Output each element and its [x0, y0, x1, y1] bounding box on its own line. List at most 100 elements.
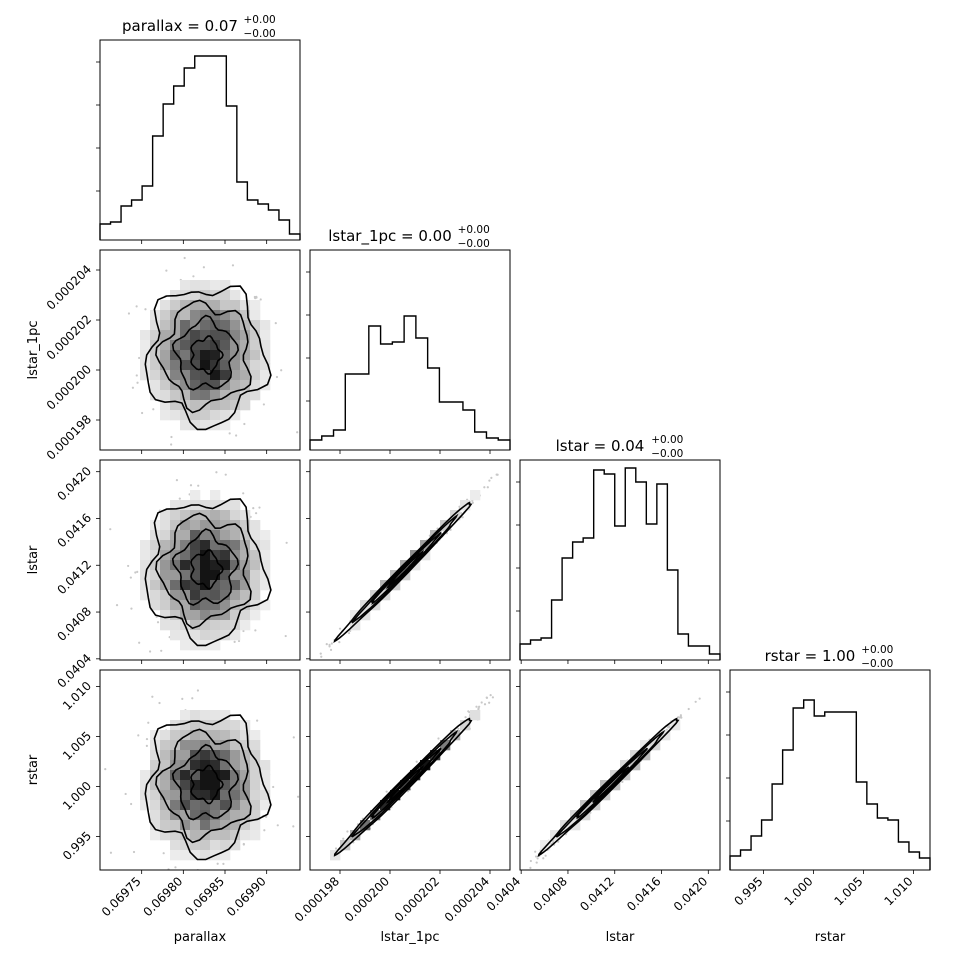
density-cell: [200, 320, 211, 331]
sample-point: [292, 736, 295, 739]
density-cell: [150, 540, 161, 551]
sample-point: [437, 737, 440, 740]
x-tick-label: 1.000: [781, 874, 815, 908]
density-cell: [220, 400, 231, 411]
density-cell: [230, 390, 241, 401]
density-cell: [220, 730, 231, 741]
density-cell: [220, 800, 231, 811]
density-cell: [200, 280, 211, 291]
density-cell: [170, 510, 181, 521]
density-cell: [240, 720, 251, 731]
density-cell: [160, 820, 171, 831]
density-cell: [150, 600, 161, 611]
density-cell: [180, 750, 191, 761]
x-tick-label: 1.005: [831, 874, 865, 908]
density-cell: [240, 570, 251, 581]
contour-line: [171, 743, 240, 821]
density-cell: [190, 540, 201, 551]
sample-point: [135, 374, 138, 377]
sample-point: [197, 484, 200, 487]
contour-line: [155, 728, 252, 844]
density-cell: [180, 290, 191, 301]
axes-frame: [309, 669, 511, 871]
density-cell: [240, 730, 251, 741]
density-cell: [190, 300, 201, 311]
sample-point: [342, 837, 345, 840]
sample-point: [224, 473, 227, 476]
sample-point: [483, 486, 486, 489]
sample-point: [178, 497, 181, 500]
density-cell: [200, 340, 211, 351]
density-cell: [240, 400, 251, 411]
density-cell: [160, 400, 171, 411]
density-cell: [160, 330, 171, 341]
sample-point: [287, 895, 289, 897]
sample-point: [329, 648, 333, 651]
density-cell: [180, 800, 191, 811]
density-cell: [190, 330, 201, 341]
density-cell: [260, 770, 271, 781]
density-cell: [170, 730, 181, 741]
density-cell: [250, 820, 261, 831]
density-cell: [210, 410, 221, 421]
density-cell: [150, 330, 161, 341]
sample-point: [215, 471, 218, 474]
density-cell: [190, 830, 201, 841]
density-cell: [230, 810, 241, 821]
density-cell: [200, 520, 211, 531]
density-cell: [240, 310, 251, 321]
density-cell: [200, 380, 211, 391]
sample-point: [534, 850, 537, 853]
density-cell: [210, 830, 221, 841]
density-cell: [210, 400, 221, 411]
density-cell: [180, 600, 191, 611]
density-cell: [250, 760, 261, 771]
density-cell: [260, 360, 271, 371]
density-cell: [180, 820, 191, 831]
sample-point: [191, 697, 194, 700]
sample-point: [319, 652, 322, 655]
density-cell: [240, 820, 251, 831]
density-cell: [180, 630, 191, 641]
density-cell: [210, 370, 221, 381]
sample-point: [320, 655, 323, 658]
density-cell: [150, 530, 161, 541]
sample-point: [461, 516, 464, 519]
density-cell: [190, 490, 201, 501]
density-cell: [250, 390, 261, 401]
sample-point: [187, 886, 189, 888]
density-cell: [240, 610, 251, 621]
sample-point: [255, 296, 258, 299]
sample-point: [309, 882, 311, 884]
sample-point: [222, 862, 225, 865]
density-cell: [220, 370, 231, 381]
density-cell: [160, 340, 171, 351]
density-cell: [170, 350, 181, 361]
density-cell: [210, 350, 221, 361]
density-cell: [210, 490, 221, 501]
density: [104, 689, 300, 888]
density-cell: [250, 780, 261, 791]
density-cell: [160, 760, 171, 771]
x-axis-label-lstar_1pc: lstar_1pc: [381, 930, 440, 945]
density-cell: [210, 800, 221, 811]
density-cell: [170, 590, 181, 601]
density-cell: [200, 500, 211, 511]
density-cell: [230, 790, 241, 801]
density-cell: [140, 330, 151, 341]
density-cell: [160, 380, 171, 391]
panel-rstar-vs-lstar: [516, 669, 721, 874]
density: [287, 694, 494, 897]
sample-point: [174, 866, 177, 869]
density-cell: [240, 800, 251, 811]
density-cell: [220, 620, 231, 631]
sample-point: [385, 790, 388, 793]
density-cell: [230, 380, 241, 391]
sample-point: [542, 857, 545, 860]
density-cell: [160, 810, 171, 821]
contour-line: [537, 717, 680, 858]
sample-point: [280, 369, 283, 372]
density-cell: [240, 370, 251, 381]
density-cell: [190, 400, 201, 411]
y-tick-label: 0.000202: [44, 312, 94, 362]
